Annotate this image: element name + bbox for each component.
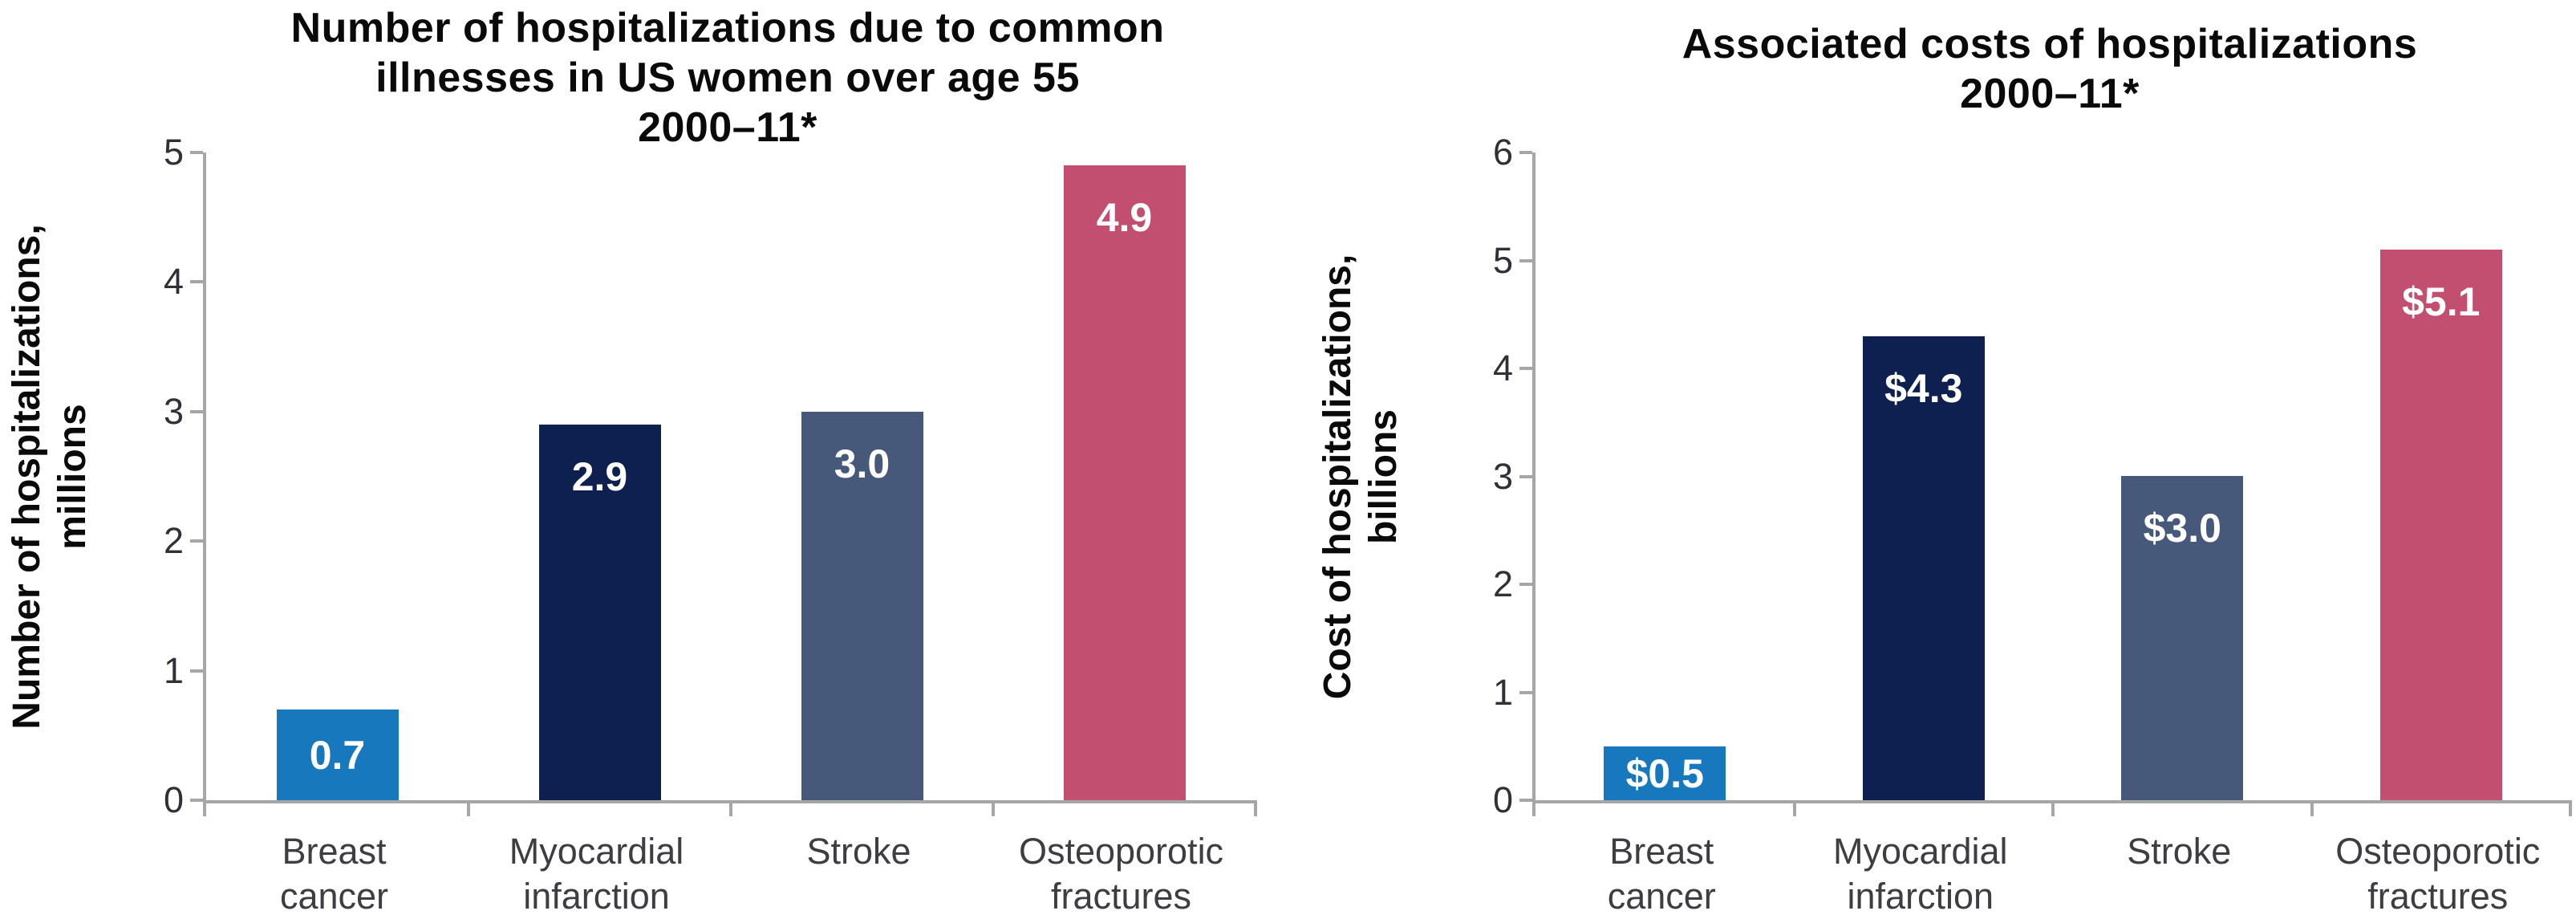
bar-osteoporotic-fractures: $5.1 xyxy=(2379,250,2502,800)
category-label: Breast cancer xyxy=(1607,831,1716,917)
bar-stroke: 3.0 xyxy=(801,412,923,800)
bar-value-label: 0.7 xyxy=(309,732,366,778)
y-tick-label: 4 xyxy=(1492,348,1513,388)
bar-value-label: $3.0 xyxy=(2143,506,2221,551)
x-tick-mark xyxy=(2051,800,2055,816)
bar-stroke: $3.0 xyxy=(2121,476,2244,800)
chart-title: Associated costs of hospitalizations 200… xyxy=(1681,21,2418,117)
category-label: Stroke xyxy=(2127,831,2232,872)
y-tick-mark xyxy=(1519,258,1532,262)
bar-osteoporotic-fractures: 4.9 xyxy=(1063,165,1186,800)
category-label: Osteoporotic fractures xyxy=(2335,831,2541,917)
y-tick-mark xyxy=(190,151,203,154)
y-tick-label: 6 xyxy=(1492,132,1513,173)
x-tick-mark xyxy=(2310,800,2314,816)
y-tick-mark xyxy=(1519,151,1532,154)
y-tick-label: 3 xyxy=(163,390,184,432)
category-label: Breast cancer xyxy=(279,831,389,917)
y-tick-label: 5 xyxy=(163,132,184,173)
y-axis-foot xyxy=(1532,800,1535,816)
category-label: Stroke xyxy=(806,831,911,872)
x-tick-mark xyxy=(2569,800,2572,816)
y-tick-mark xyxy=(190,539,203,543)
y-tick-mark xyxy=(190,280,203,284)
bar-value-label: 4.9 xyxy=(1096,195,1153,240)
y-tick-label: 4 xyxy=(163,261,184,303)
x-tick-mark xyxy=(992,800,995,816)
y-tick-mark xyxy=(1519,799,1532,802)
bar-value-label: $0.5 xyxy=(1625,750,1704,796)
y-axis-foot xyxy=(203,800,206,816)
bar-value-label: 3.0 xyxy=(834,441,890,486)
y-tick-mark xyxy=(1519,367,1532,370)
y-tick-mark xyxy=(1519,690,1532,694)
bar-value-label: 2.9 xyxy=(571,454,628,499)
y-tick-label: 2 xyxy=(1492,563,1513,604)
bar-myocardial-infarction: $4.3 xyxy=(1862,336,1985,800)
y-tick-mark xyxy=(190,799,203,802)
y-tick-label: 1 xyxy=(163,649,184,691)
bar-breast-cancer: 0.7 xyxy=(276,710,399,800)
y-tick-label: 1 xyxy=(1492,671,1513,713)
y-tick-label: 3 xyxy=(1492,455,1513,497)
category-label: Myocardial infarction xyxy=(509,831,684,917)
plot-area: 0 1 2 3 4 5 0.7 2.9 3.0 4.9 xyxy=(164,132,1257,820)
x-tick-mark xyxy=(1792,800,1796,816)
bar-value-label: $5.1 xyxy=(2402,279,2481,324)
x-tick-mark xyxy=(467,800,470,816)
bar-value-label: $4.3 xyxy=(1884,366,1963,411)
bar-breast-cancer: $0.5 xyxy=(1604,746,1726,800)
y-tick-mark xyxy=(190,669,203,673)
chart-title: Number of hospitalizations due to common… xyxy=(290,5,1165,151)
y-tick-mark xyxy=(1519,474,1532,478)
plot-area: 0 1 2 3 4 5 6 $0.5 $4.3 $3.0 $5.1 xyxy=(1493,132,2572,820)
y-tick-mark xyxy=(1519,583,1532,586)
y-tick-label: 2 xyxy=(163,520,184,562)
bar-myocardial-infarction: 2.9 xyxy=(538,425,661,800)
category-label: Myocardial infarction xyxy=(1832,831,2008,917)
y-tick-label: 0 xyxy=(1492,779,1513,820)
category-label: Osteoporotic fractures xyxy=(1018,831,1224,917)
x-axis-labels: Breast cancer Myocardial infarction Stroke… xyxy=(203,829,1252,919)
y-tick-mark xyxy=(190,409,203,413)
y-tick-label: 5 xyxy=(1492,239,1513,281)
x-tick-mark xyxy=(729,800,732,816)
hospitalizations-cost-chart: Associated costs of hospitalizations 200… xyxy=(1284,0,2576,917)
y-tick-label: 0 xyxy=(163,779,184,820)
hospitalizations-count-chart: Number of hospitalizations due to common… xyxy=(0,0,1284,917)
y-axis-label: Cost of hospitalizations, billions xyxy=(1316,254,1405,700)
x-tick-mark xyxy=(1254,800,1257,816)
x-axis-labels: Breast cancer Myocardial infarction Stroke… xyxy=(1532,829,2567,919)
y-axis-label: Number of hospitalizations, millions xyxy=(6,224,94,730)
